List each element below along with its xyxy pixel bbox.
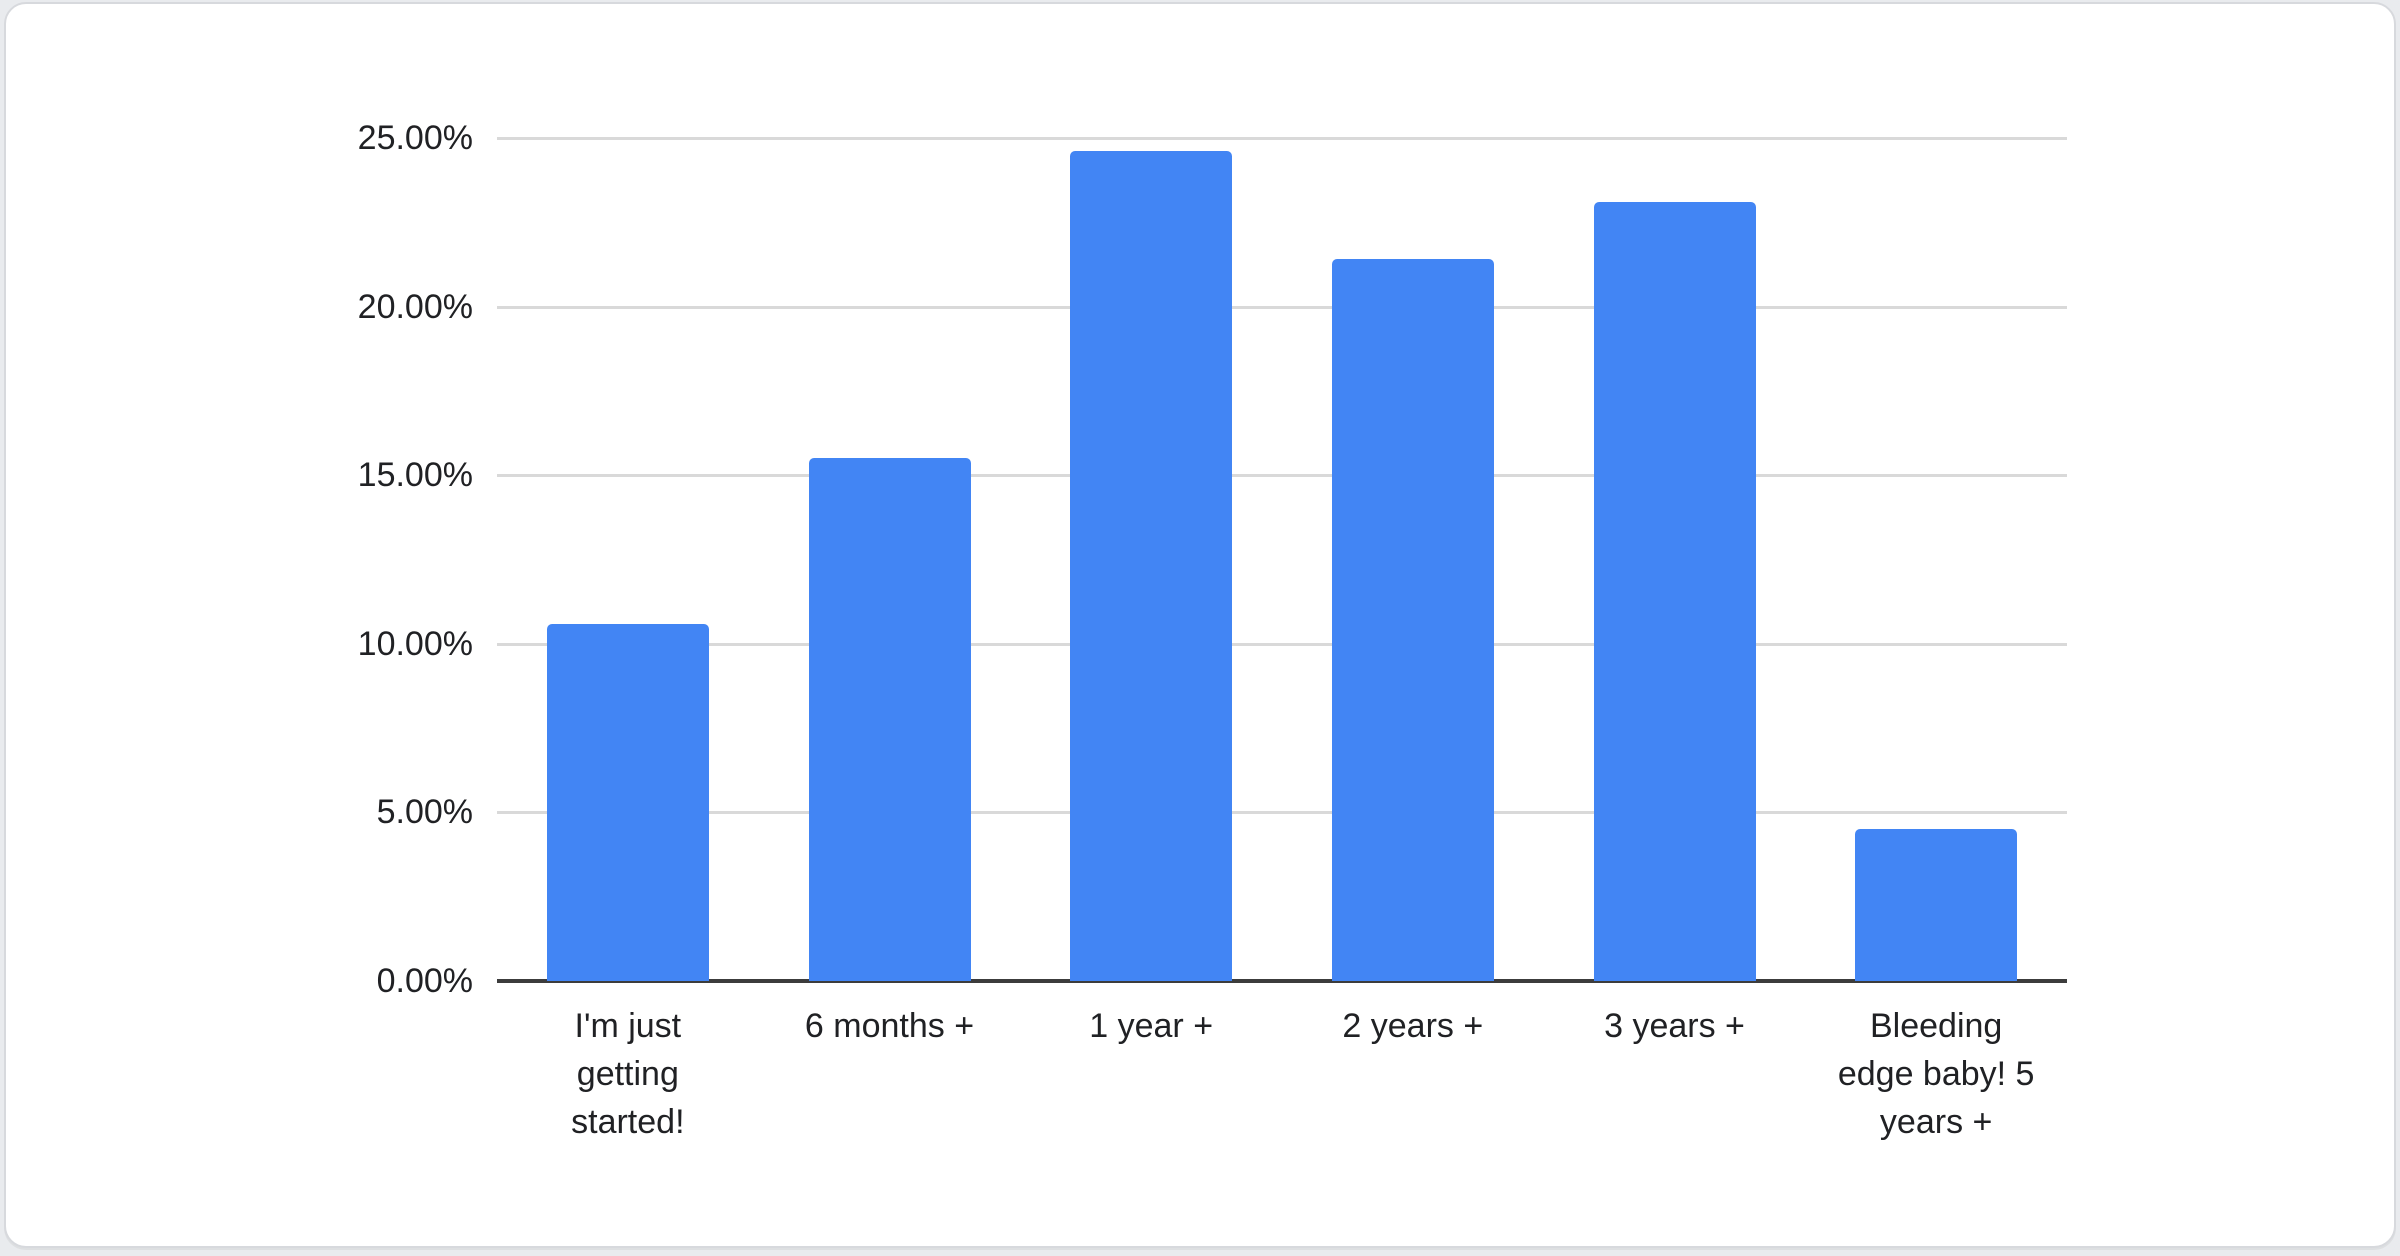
x-axis-category-label: I'm just getting started!: [513, 1002, 743, 1146]
gridline: [497, 137, 2067, 140]
gridline: [497, 642, 2067, 646]
y-axis-tick-label: 25.00%: [357, 119, 473, 157]
x-axis-category-label-text: 3 years +: [1604, 1007, 1745, 1045]
x-axis-category-label-text: Bleeding edge baby! 5 years +: [1837, 1007, 2035, 1141]
x-axis-category-label-text: 1 year +: [1089, 1007, 1214, 1045]
bar: [1855, 829, 2018, 981]
y-axis-tick-label: 5.00%: [376, 793, 473, 832]
bar: [1593, 202, 1756, 981]
y-axis-tick-label: 0.00%: [376, 962, 473, 1000]
x-axis-category-label-text: 6 months +: [804, 1007, 975, 1045]
x-axis-category-label-text: 2 years +: [1342, 1007, 1484, 1045]
x-axis-category-label: Bleeding edge baby! 5 years +: [1821, 1002, 2051, 1146]
bar: [808, 458, 971, 981]
gridline: [497, 305, 2067, 309]
bar: [1070, 151, 1233, 981]
x-axis-category-label: 2 years +: [1298, 1002, 1528, 1050]
bar: [1331, 259, 1494, 981]
bar: [546, 623, 709, 981]
x-axis-category-label: 1 year +: [1036, 1002, 1266, 1050]
y-axis-tick-label: 15.00%: [357, 456, 473, 495]
x-axis-line: [497, 979, 2067, 983]
y-axis-tick-label: 10.00%: [357, 624, 473, 663]
gridline: [497, 811, 2067, 815]
x-axis-category-label: 3 years +: [1560, 1002, 1790, 1050]
gridline: [497, 474, 2067, 478]
y-axis-tick-label: 20.00%: [357, 287, 473, 326]
x-axis-category-label-text: I'm just getting started!: [571, 1007, 685, 1141]
x-axis-category-label: 6 months +: [775, 1002, 1005, 1050]
